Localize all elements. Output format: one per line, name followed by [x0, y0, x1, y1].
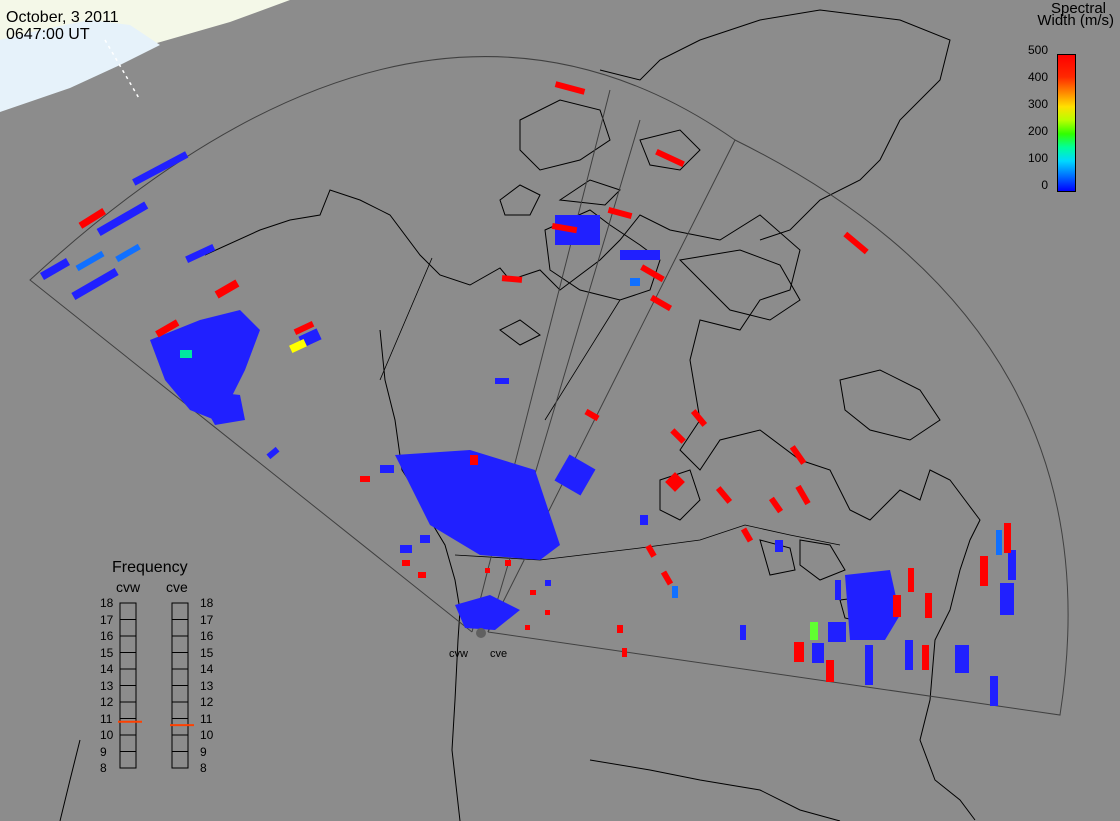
frequency-tick-right: 14: [200, 662, 214, 676]
radar-site-marker: [476, 628, 486, 638]
date-label: October, 3 2011: [6, 9, 119, 26]
frequency-tick-right: 12: [200, 695, 214, 709]
frequency-cell: [119, 734, 137, 752]
frequency-cell: [119, 751, 137, 769]
terminator-line: [104, 39, 141, 101]
frequency-cell: [119, 635, 137, 653]
colorbar-tick: 100: [1027, 151, 1048, 165]
frequency-cell: [171, 718, 189, 736]
frequency-tick-left: 9: [100, 744, 107, 759]
frequency-cell: [171, 701, 189, 719]
radar-label-cve: cve: [490, 648, 508, 660]
frequency-tick-left: 15: [100, 645, 114, 660]
frequency-cell: [119, 668, 137, 686]
frequency-tick-left: 16: [100, 629, 114, 643]
colorbar-tick: 400: [1027, 70, 1048, 84]
frequency-cell: [171, 602, 189, 620]
frequency-cell: [171, 668, 189, 686]
frequency-tick-left: 10: [100, 728, 114, 742]
backscatter-low-width: [40, 151, 1016, 706]
frequency-cell: [171, 734, 189, 752]
frequency-tick-right: 16: [200, 629, 214, 643]
colorbar-title-line2: Width (m/s): [1037, 12, 1114, 29]
frequency-cell: [119, 619, 137, 637]
time-label: 0647:00 UT: [6, 26, 90, 43]
frequency-radar-cve: cve: [166, 579, 188, 595]
frequency-title: Frequency: [112, 559, 188, 576]
colorbar: [1057, 54, 1076, 192]
colorbar-tick: 200: [1027, 124, 1048, 138]
frequency-tick-left: 14: [100, 662, 114, 676]
frequency-cell: [119, 685, 137, 703]
frequency-bars: [118, 602, 194, 769]
backscatter-mid-width: [75, 243, 1002, 640]
frequency-tick-right: 8: [200, 761, 207, 775]
frequency-cell: [119, 652, 137, 670]
frequency-tick-left: 18: [100, 596, 114, 610]
frequency-cell: [119, 701, 137, 719]
frequency-tick-left: 11: [100, 711, 113, 726]
daylight-region-ice: [0, 20, 160, 112]
radar-label-cvw: cvw: [449, 648, 468, 660]
coastlines: [59, 9, 981, 821]
frequency-cell: [171, 635, 189, 653]
colorbar-tick: 500: [1027, 43, 1048, 57]
colorbar-tick: 300: [1027, 97, 1048, 111]
frequency-tick-right: 18: [200, 596, 214, 610]
backscatter-high-width: [78, 81, 1011, 682]
colorbar-tick: 0: [1041, 178, 1048, 192]
frequency-cell: [119, 602, 137, 620]
frequency-tick-right: 17: [200, 612, 214, 627]
frequency-tick-right: 10: [200, 728, 214, 742]
frequency-tick-left: 17: [100, 612, 114, 627]
frequency-cell: [171, 619, 189, 637]
frequency-cell: [171, 751, 189, 769]
frequency-tick-left: 8: [100, 761, 107, 775]
frequency-tick-left: 12: [100, 695, 114, 709]
frequency-radar-cvw: cvw: [116, 579, 141, 595]
frequency-tick-left: 13: [100, 678, 114, 693]
colorbar-title-line1: Spectral: [1050, 0, 1106, 17]
frequency-tick-right: 9: [200, 744, 207, 759]
frequency-tick-right: 13: [200, 678, 214, 693]
frequency-tick-right: 15: [200, 645, 214, 660]
frequency-cell: [171, 652, 189, 670]
frequency-tick-right: 11: [200, 711, 213, 726]
frequency-cell: [171, 685, 189, 703]
